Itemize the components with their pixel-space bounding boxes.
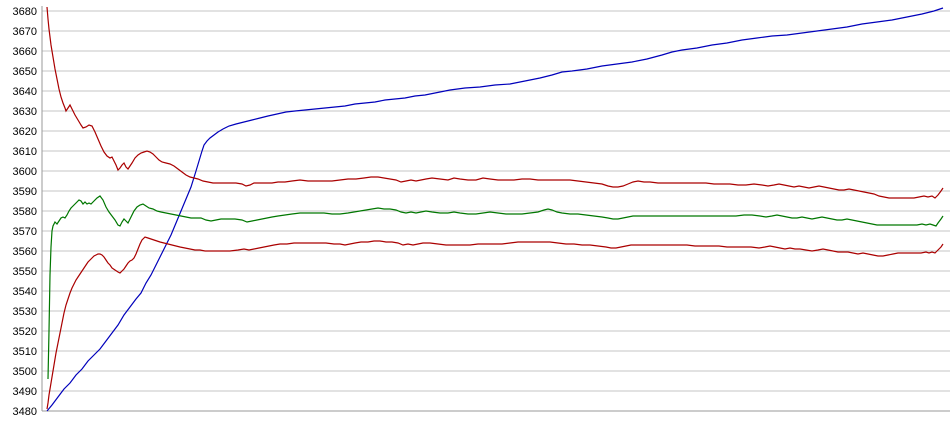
lower-red-line xyxy=(46,236,944,410)
y-axis-tick-label: 3500 xyxy=(13,366,37,378)
y-axis-tick-label: 3640 xyxy=(13,86,37,98)
upper-red-line xyxy=(46,6,944,199)
y-axis-tick-label: 3630 xyxy=(13,106,37,118)
y-axis-tick-label: 3530 xyxy=(13,306,37,318)
y-axis-tick-label: 3680 xyxy=(13,6,37,18)
y-axis-tick-label: 3590 xyxy=(13,186,37,198)
y-axis-tick-label: 3540 xyxy=(13,286,37,298)
y-axis-tick-label: 3510 xyxy=(13,346,37,358)
green-line xyxy=(47,195,944,380)
y-axis-tick-label: 3650 xyxy=(13,66,37,78)
y-axis-tick-label: 3600 xyxy=(13,166,37,178)
y-axis-tick-label: 3550 xyxy=(13,266,37,278)
y-axis-tick-label: 3670 xyxy=(13,26,37,38)
y-axis-tick-label: 3520 xyxy=(13,326,37,338)
y-axis-tick-label: 3560 xyxy=(13,246,37,258)
y-axis-tick-label: 3610 xyxy=(13,146,37,158)
y-axis-tick-label: 3490 xyxy=(13,386,37,398)
y-axis-tick-label: 3620 xyxy=(13,126,37,138)
y-axis-tick-label: 3480 xyxy=(13,406,37,418)
blue-rising-line xyxy=(46,7,944,412)
y-axis-tick-label: 3570 xyxy=(13,226,37,238)
y-axis-tick-label: 3580 xyxy=(13,206,37,218)
y-axis-tick-label: 3660 xyxy=(13,46,37,58)
